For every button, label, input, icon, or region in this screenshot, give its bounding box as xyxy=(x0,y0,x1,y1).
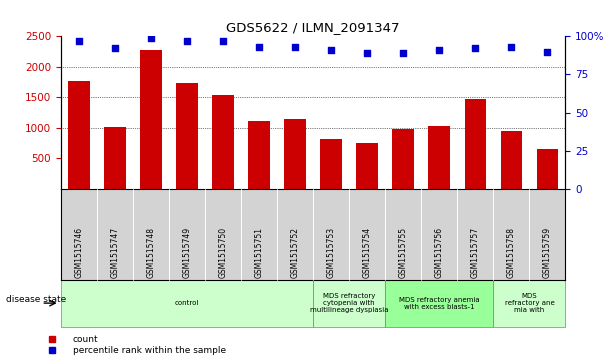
Bar xyxy=(285,119,306,189)
Point xyxy=(254,44,264,50)
Point xyxy=(326,47,336,53)
Text: GSM1515749: GSM1515749 xyxy=(182,227,192,278)
Point xyxy=(542,49,552,54)
Text: GSM1515746: GSM1515746 xyxy=(74,227,83,278)
Bar xyxy=(248,121,270,189)
Title: GDS5622 / ILMN_2091347: GDS5622 / ILMN_2091347 xyxy=(226,21,400,34)
Point xyxy=(362,50,372,56)
Bar xyxy=(68,81,89,189)
Bar xyxy=(500,131,522,189)
Bar xyxy=(465,98,486,189)
Bar xyxy=(537,149,558,189)
Text: GSM1515747: GSM1515747 xyxy=(111,227,119,278)
Text: count: count xyxy=(73,335,98,344)
Text: GSM1515752: GSM1515752 xyxy=(291,227,300,278)
Text: GSM1515758: GSM1515758 xyxy=(507,227,516,278)
Bar xyxy=(392,129,414,189)
Point xyxy=(471,46,480,52)
Point xyxy=(110,46,120,52)
Text: GSM1515748: GSM1515748 xyxy=(147,227,156,278)
Text: GSM1515756: GSM1515756 xyxy=(435,227,444,278)
Bar xyxy=(429,126,450,189)
Point xyxy=(435,47,444,53)
Point xyxy=(398,50,408,56)
Text: disease state: disease state xyxy=(6,295,66,304)
Text: MDS refractory
cytopenia with
multilineage dysplasia: MDS refractory cytopenia with multilinea… xyxy=(310,293,389,313)
Bar xyxy=(140,50,162,189)
Text: GSM1515754: GSM1515754 xyxy=(363,227,371,278)
Bar xyxy=(212,94,234,189)
Point xyxy=(506,44,516,50)
Text: control: control xyxy=(174,300,199,306)
Text: GSM1515759: GSM1515759 xyxy=(543,227,552,278)
Point xyxy=(218,38,228,44)
Point xyxy=(146,35,156,41)
Text: GSM1515751: GSM1515751 xyxy=(255,227,263,278)
Text: MDS refractory anemia
with excess blasts-1: MDS refractory anemia with excess blasts… xyxy=(399,297,480,310)
Bar xyxy=(176,83,198,189)
Bar xyxy=(104,127,126,189)
Bar xyxy=(356,143,378,189)
Text: MDS
refractory ane
mia with: MDS refractory ane mia with xyxy=(505,293,554,313)
Text: GSM1515755: GSM1515755 xyxy=(399,227,408,278)
Bar xyxy=(320,139,342,189)
Point xyxy=(182,38,192,44)
Point xyxy=(290,44,300,50)
Text: percentile rank within the sample: percentile rank within the sample xyxy=(73,346,226,355)
Text: GSM1515757: GSM1515757 xyxy=(471,227,480,278)
Text: GSM1515753: GSM1515753 xyxy=(326,227,336,278)
Point xyxy=(74,38,84,44)
Text: GSM1515750: GSM1515750 xyxy=(218,227,227,278)
